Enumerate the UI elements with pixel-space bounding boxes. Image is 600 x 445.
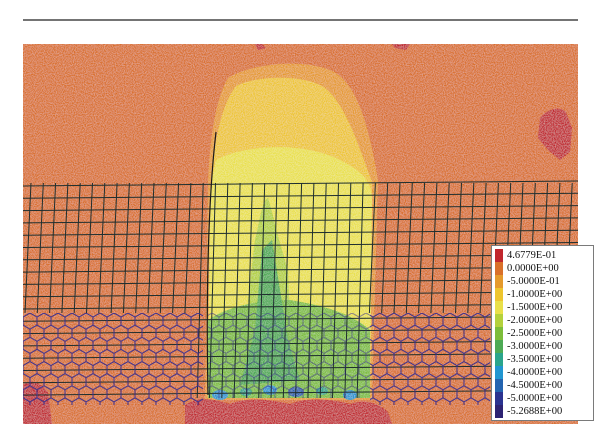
mesh-line-horizontal xyxy=(22,242,579,248)
legend-label: -4.0000E+00 xyxy=(507,367,563,378)
mesh-line-vertical xyxy=(135,182,143,314)
mesh-line-vertical xyxy=(98,182,106,314)
legend-swatch xyxy=(495,288,503,301)
mesh-line-vertical xyxy=(147,182,155,314)
legend-entry: -5.2688E+00 xyxy=(495,405,593,418)
legend-entry: -1.5000E+00 xyxy=(495,301,593,314)
mesh-line-vertical xyxy=(61,182,69,314)
legend-label: -4.5000E+00 xyxy=(507,380,563,391)
mesh-line-vertical xyxy=(49,182,57,314)
mesh-line-horizontal xyxy=(22,291,579,298)
mesh-line-vertical xyxy=(86,182,93,314)
legend-swatch xyxy=(495,366,503,379)
legend-entry: -4.0000E+00 xyxy=(495,366,593,379)
legend-label: -5.2688E+00 xyxy=(507,406,563,417)
mesh-line-vertical xyxy=(172,182,180,314)
legend-swatch xyxy=(495,405,503,418)
legend-swatch xyxy=(495,327,503,340)
mesh-line-vertical xyxy=(184,182,192,314)
mesh-line-horizontal xyxy=(22,254,579,261)
legend-label: 0.0000E+00 xyxy=(507,263,559,274)
legend-label: -2.0000E+00 xyxy=(507,315,563,326)
mesh-line-vertical xyxy=(110,182,118,314)
legend-swatch xyxy=(495,353,503,366)
color-legend: 4.6779E-01 0.0000E+00 -5.0000E-01 -1.0000E+… xyxy=(491,245,594,421)
red-zone-top xyxy=(255,44,266,50)
legend-entry: -3.0000E+00 xyxy=(495,340,593,353)
red-zone-right xyxy=(538,108,572,160)
mesh-line-vertical xyxy=(418,182,426,314)
legend-swatch xyxy=(495,340,503,353)
legend-swatch xyxy=(495,301,503,314)
mesh-line-vertical xyxy=(368,182,376,314)
legend-swatch xyxy=(495,249,503,262)
mesh-line-horizontal xyxy=(22,180,579,187)
mesh-line-vertical xyxy=(36,182,44,314)
legend-label: -5.0000E-01 xyxy=(507,276,560,287)
mesh-line-horizontal xyxy=(22,266,579,273)
legend-label: -3.5000E+00 xyxy=(507,354,563,365)
hex-mesh-left xyxy=(23,313,203,405)
legend-entry: -1.0000E+00 xyxy=(495,288,593,301)
mesh-line-horizontal xyxy=(22,278,579,285)
mesh-line-vertical xyxy=(479,182,487,314)
mesh-line-vertical xyxy=(393,182,401,314)
legend-entry: 0.0000E+00 xyxy=(495,262,593,275)
mesh-line-vertical xyxy=(73,182,81,314)
mesh-line-vertical xyxy=(442,182,450,314)
legend-label: -2.5000E+00 xyxy=(507,328,563,339)
plume-boundary-line xyxy=(206,131,217,396)
legend-entry: -4.5000E+00 xyxy=(495,379,593,392)
legend-entry: 4.6779E-01 xyxy=(495,249,593,262)
mesh-line-horizontal xyxy=(22,303,579,310)
mesh-line-vertical xyxy=(122,182,130,314)
mesh-line-vertical xyxy=(467,182,475,314)
hex-mesh-right xyxy=(370,313,490,405)
legend-swatch xyxy=(495,262,503,275)
legend-swatch xyxy=(495,314,503,327)
mesh-line-vertical xyxy=(24,182,32,314)
legend-swatch xyxy=(495,392,503,405)
legend-entry: -2.5000E+00 xyxy=(495,327,593,340)
red-zone-bottom-center xyxy=(185,399,392,424)
red-zone-top-right xyxy=(392,44,410,50)
hex-mesh-center xyxy=(208,313,370,398)
legend-label: -1.0000E+00 xyxy=(507,289,563,300)
mesh-line-vertical xyxy=(159,182,167,314)
mesh-line-vertical xyxy=(381,182,389,314)
legend-label: -3.0000E+00 xyxy=(507,341,563,352)
legend-entry: -5.0000E-01 xyxy=(495,275,593,288)
legend-entry: -5.0000E+00 xyxy=(495,392,593,405)
legend-swatch xyxy=(495,275,503,288)
mesh-line-vertical xyxy=(455,182,462,314)
legend-entry: -2.0000E+00 xyxy=(495,314,593,327)
legend-label: -1.5000E+00 xyxy=(507,302,563,313)
mesh-line-vertical xyxy=(430,182,438,314)
mesh-line-vertical xyxy=(405,182,413,314)
legend-entry: -3.5000E+00 xyxy=(495,353,593,366)
legend-label: 4.6779E-01 xyxy=(507,250,557,261)
legend-label: -5.0000E+00 xyxy=(507,393,563,404)
legend-swatch xyxy=(495,379,503,392)
